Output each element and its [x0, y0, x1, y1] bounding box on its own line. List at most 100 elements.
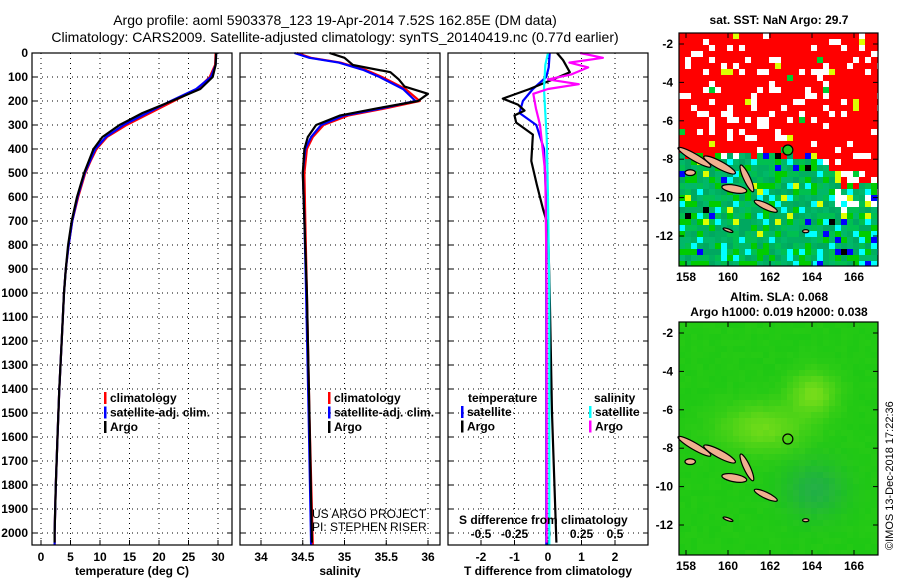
map-cell	[739, 231, 745, 237]
map-cell	[793, 219, 799, 225]
map-cell	[691, 147, 697, 153]
map-cell	[871, 370, 877, 376]
map-cell	[847, 376, 853, 382]
map-cell	[835, 502, 841, 508]
map-cell	[751, 219, 757, 225]
map-cell	[775, 171, 781, 177]
map-cell	[805, 448, 811, 454]
map-cell	[763, 376, 769, 382]
map-cell	[733, 448, 739, 454]
map-cell	[817, 436, 823, 442]
map-cell	[721, 177, 727, 183]
map-cell	[805, 544, 811, 550]
x-axis-label: salinity	[319, 564, 361, 578]
map-cell	[679, 249, 685, 255]
map-cell	[799, 484, 805, 490]
map-cell	[805, 346, 811, 352]
map-cell	[865, 466, 871, 472]
map-cell	[805, 81, 811, 87]
map-cell	[829, 520, 835, 526]
map-cell	[697, 322, 703, 328]
map-cell	[847, 418, 853, 424]
map-cell	[859, 436, 865, 442]
map-cell	[751, 75, 757, 81]
map-cell	[763, 544, 769, 550]
map-cell	[697, 496, 703, 502]
map-cell	[691, 213, 697, 219]
map-cell	[781, 129, 787, 135]
map-cell	[703, 418, 709, 424]
x-tick-label: 36	[421, 550, 435, 564]
map-cell	[721, 418, 727, 424]
map-cell	[841, 213, 847, 219]
map-cell	[787, 388, 793, 394]
map-cell	[871, 51, 877, 57]
x-tick-label: 35.5	[375, 550, 399, 564]
map-cell	[697, 328, 703, 334]
map-cell	[853, 430, 859, 436]
map-cell	[811, 183, 817, 189]
map-cell	[871, 418, 877, 424]
map-cell	[871, 105, 877, 111]
map-cell	[697, 412, 703, 418]
map-cell	[775, 376, 781, 382]
map-cell	[721, 526, 727, 532]
map-cell	[805, 171, 811, 177]
map-cell	[721, 213, 727, 219]
map-cell	[811, 117, 817, 123]
map-cell	[739, 448, 745, 454]
map-cell	[787, 261, 793, 266]
map-cell	[703, 177, 709, 183]
map-cell	[679, 51, 685, 57]
map-cell	[829, 340, 835, 346]
map-cell	[835, 334, 841, 340]
map-cell	[835, 454, 841, 460]
map-cell	[697, 57, 703, 63]
map-cell	[721, 394, 727, 400]
map-cell	[709, 117, 715, 123]
map-cell	[871, 448, 877, 454]
map-cell	[823, 147, 829, 153]
map-cell	[859, 394, 865, 400]
map-cell	[811, 394, 817, 400]
map-cell	[751, 322, 757, 328]
map-cell	[679, 207, 685, 213]
map-cell	[853, 141, 859, 147]
map-cell	[853, 219, 859, 225]
map-cell	[853, 460, 859, 466]
map-cell	[727, 195, 733, 201]
map-cell	[829, 412, 835, 418]
map-cell	[721, 376, 727, 382]
map-cell	[829, 388, 835, 394]
map-cell	[709, 51, 715, 57]
map-cell	[799, 105, 805, 111]
map-cell	[679, 189, 685, 195]
map-cell	[697, 490, 703, 496]
map-cell	[829, 201, 835, 207]
map-cell	[835, 57, 841, 63]
map-cell	[805, 382, 811, 388]
lon-tick-label: 164	[802, 270, 822, 284]
map-cell	[763, 478, 769, 484]
credit-project: US ARGO PROJECT	[312, 507, 427, 521]
x-tick-label: 15	[123, 550, 137, 564]
map-cell	[829, 532, 835, 538]
map-cell	[775, 87, 781, 93]
map-cell	[757, 249, 763, 255]
map-cell	[853, 412, 859, 418]
map-cell	[697, 177, 703, 183]
map-cell	[691, 430, 697, 436]
map-cell	[775, 466, 781, 472]
map-cell	[781, 382, 787, 388]
map-cell	[817, 81, 823, 87]
map-cell	[781, 496, 787, 502]
map-cell	[823, 430, 829, 436]
map-cell	[691, 376, 697, 382]
map-cell	[829, 231, 835, 237]
map-cell	[835, 496, 841, 502]
map-cell	[847, 502, 853, 508]
map-cell	[697, 207, 703, 213]
map-cell	[787, 520, 793, 526]
map-cell	[829, 484, 835, 490]
map-cell	[841, 255, 847, 261]
